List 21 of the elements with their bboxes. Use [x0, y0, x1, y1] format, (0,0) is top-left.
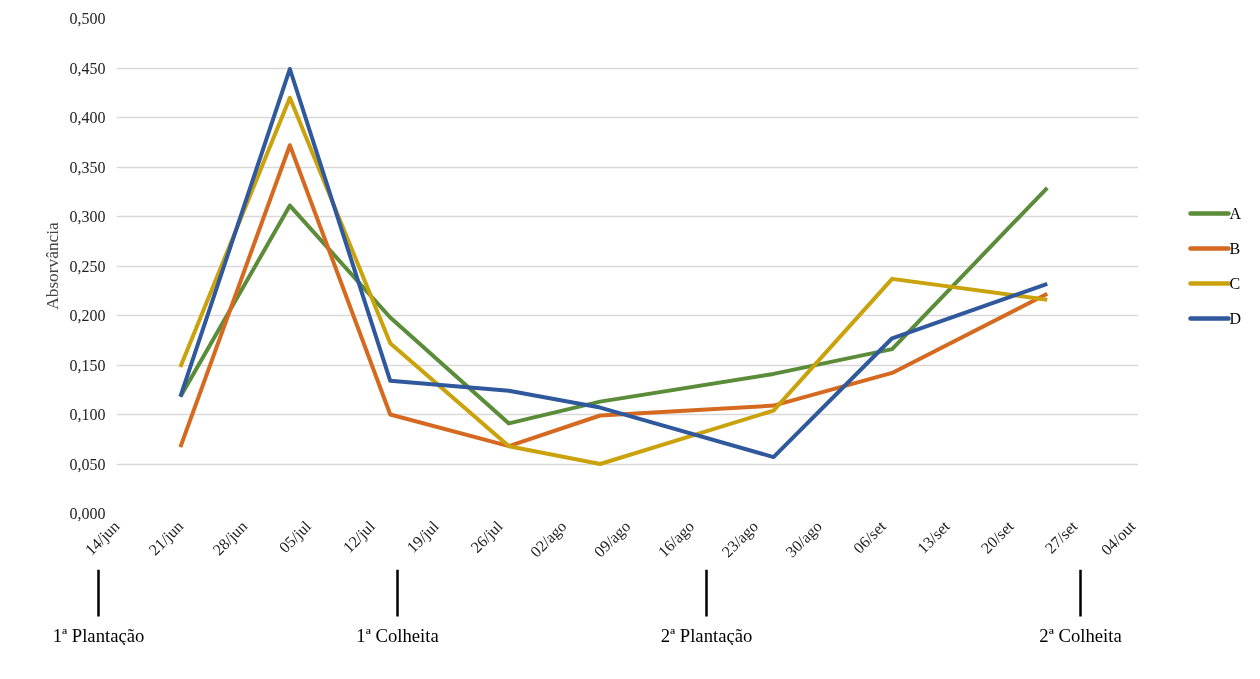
- line-series: [178, 143, 1050, 450]
- y-tick-label: 0,500: [69, 10, 106, 27]
- y-tick-label: 0,100: [69, 406, 106, 423]
- y-tick-label: 0,300: [69, 208, 106, 225]
- text: 2ª Plantação: [660, 624, 753, 646]
- y-tick-label: 0,200: [69, 307, 106, 324]
- legend-label: C: [1229, 275, 1241, 292]
- y-tick-label: 0,400: [69, 109, 106, 126]
- text: 1ª Colheita: [356, 624, 440, 646]
- legend-label: A: [1229, 205, 1242, 222]
- y-tick-label: 0,000: [69, 505, 106, 522]
- text: 2ª Colheita: [1039, 624, 1123, 646]
- legend-label: B: [1229, 240, 1241, 257]
- y-axis-title: Absorvância: [42, 221, 62, 310]
- y-tick-label: 0,250: [69, 257, 106, 275]
- text: 1ª Plantação: [52, 624, 145, 646]
- y-tick-label: 0,050: [69, 455, 106, 473]
- y-tick-label: 0,450: [69, 59, 106, 77]
- y-tick-label: 0,150: [69, 356, 106, 374]
- y-tick-label: 0,350: [69, 158, 106, 176]
- legend-label: D: [1229, 310, 1242, 327]
